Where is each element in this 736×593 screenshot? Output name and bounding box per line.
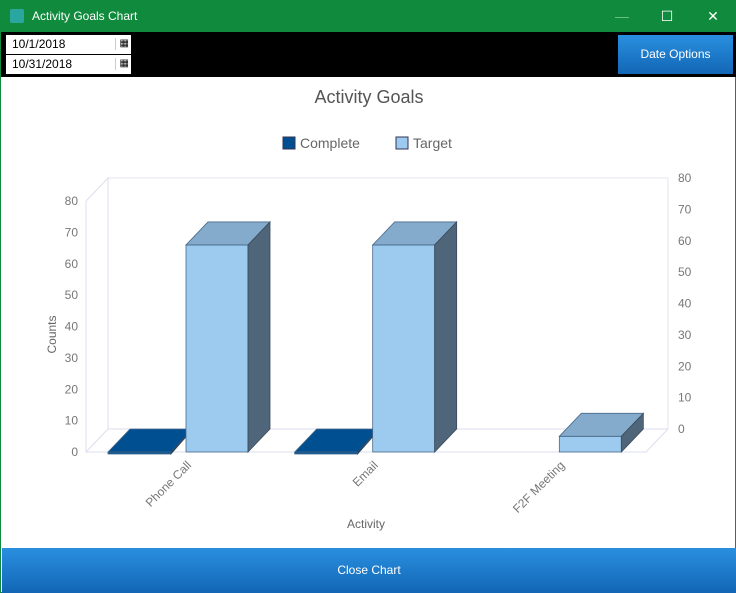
y-axis-label: Counts	[45, 315, 59, 353]
x-axis-label: Activity	[347, 517, 385, 531]
title-bar: Activity Goals Chart — ☐ ✕	[1, 1, 736, 32]
bar-front	[372, 244, 436, 453]
start-date-value: 10/1/2018	[12, 37, 66, 51]
x-tick-label: Email	[350, 458, 381, 489]
end-date-value: 10/31/2018	[12, 57, 73, 71]
bar-top	[293, 428, 381, 453]
y-tick-label: 20	[65, 382, 79, 396]
y2-tick-label: 60	[678, 234, 692, 248]
y-tick-label: 70	[65, 225, 79, 239]
chart-title: Activity Goals	[314, 87, 423, 107]
legend-swatch	[282, 136, 296, 150]
floor-edge	[85, 428, 109, 453]
floor	[85, 201, 669, 453]
toolbar: 10/1/2018 ▦ 10/31/2018 ▦ Date Options	[1, 32, 736, 77]
y-tick-label: 40	[65, 320, 79, 334]
bar-side	[620, 412, 644, 453]
y2-tick-label: 0	[678, 422, 685, 436]
end-date-picker[interactable]: 10/31/2018 ▦	[6, 55, 131, 74]
y2-tick-label: 80	[678, 171, 692, 185]
y2-tick-label: 10	[678, 391, 692, 405]
y2-tick-label: 40	[678, 297, 692, 311]
bar-front	[185, 244, 249, 453]
back-wall-edge	[108, 177, 669, 429]
y2-tick-label: 30	[678, 328, 692, 342]
legend-label: Target	[413, 135, 452, 151]
y-tick-label: 0	[71, 445, 78, 459]
window-title: Activity Goals Chart	[32, 9, 138, 23]
maximize-button[interactable]: ☐	[660, 8, 674, 24]
legend-swatch	[395, 136, 409, 150]
y-tick-label: 80	[65, 194, 79, 208]
y-tick-label: 50	[65, 288, 79, 302]
calendar-icon[interactable]: ▦	[115, 38, 129, 50]
y2-tick-label: 70	[678, 202, 692, 216]
y2-tick-label: 50	[678, 265, 692, 279]
close-chart-button[interactable]: Close Chart	[2, 548, 736, 593]
date-options-button[interactable]: Date Options	[618, 35, 733, 74]
legend-label: Complete	[300, 135, 360, 151]
x-tick-label: F2F Meeting	[510, 458, 568, 516]
y-tick-label: 30	[65, 351, 79, 365]
app-icon	[10, 9, 24, 23]
bar-side	[434, 220, 458, 453]
close-window-button[interactable]: ✕	[707, 8, 719, 24]
y-tick-label: 10	[65, 414, 79, 428]
bar-side	[247, 220, 271, 453]
minimize-button[interactable]: —	[615, 8, 629, 24]
x-tick-label: Phone Call	[143, 458, 194, 509]
y2-tick-label: 20	[678, 359, 692, 373]
bar-front	[558, 435, 622, 453]
calendar-icon[interactable]: ▦	[115, 58, 129, 70]
y-tick-label: 60	[65, 257, 79, 271]
chart: Activity Goals Complete Target 0 0 10 10 20 20 30…	[45, 87, 692, 531]
bar-top	[107, 428, 194, 453]
start-date-picker[interactable]: 10/1/2018 ▦	[6, 35, 131, 54]
